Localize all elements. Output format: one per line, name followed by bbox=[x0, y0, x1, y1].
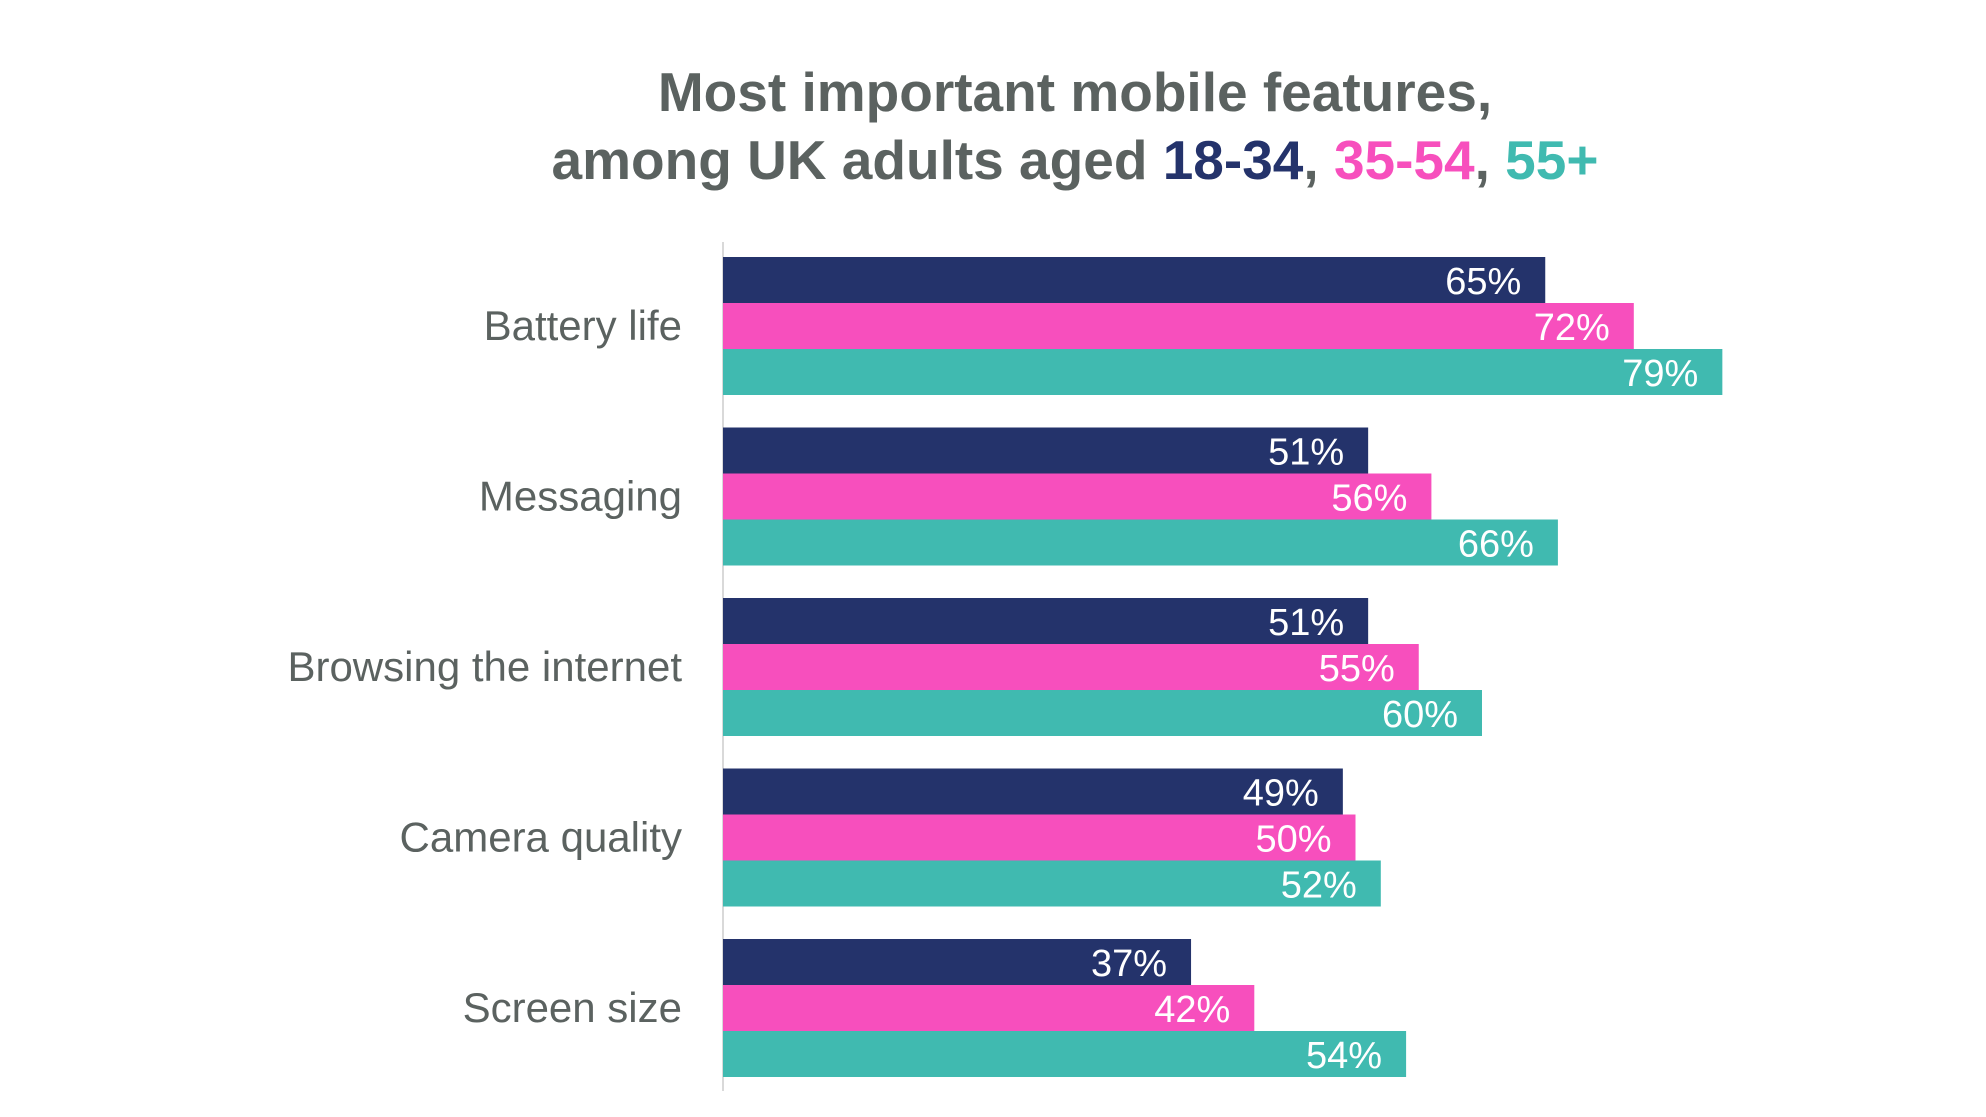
title-line-1: Most important mobile features, bbox=[657, 61, 1493, 123]
data-label: 52% bbox=[1281, 865, 1357, 907]
bar bbox=[723, 427, 1369, 474]
category-label: Screen size bbox=[463, 984, 682, 1031]
data-label: 50% bbox=[1255, 819, 1331, 861]
bar bbox=[723, 690, 1482, 736]
data-label: 37% bbox=[1091, 943, 1167, 985]
bar bbox=[723, 860, 1381, 907]
title-line-2: among UK adults aged 18-34, 35-54, 55+ bbox=[551, 129, 1599, 191]
bar bbox=[723, 303, 1634, 349]
bar bbox=[723, 1031, 1407, 1077]
bar bbox=[723, 598, 1369, 644]
data-label: 42% bbox=[1154, 989, 1230, 1031]
data-label: 72% bbox=[1534, 307, 1610, 349]
bar bbox=[723, 814, 1356, 861]
data-label: 55% bbox=[1319, 648, 1395, 690]
legend-18-34: 18-34 bbox=[1162, 129, 1304, 191]
data-label: 51% bbox=[1268, 432, 1344, 474]
bar bbox=[723, 985, 1255, 1031]
legend-35-54: 35-54 bbox=[1333, 129, 1475, 191]
bar bbox=[723, 644, 1419, 690]
chart-title: Most important mobile features, among UK… bbox=[0, 58, 1986, 194]
bar bbox=[723, 519, 1558, 566]
bar bbox=[723, 473, 1432, 520]
category-label: Messaging bbox=[479, 473, 682, 520]
data-label: 79% bbox=[1622, 353, 1698, 395]
category-label: Battery life bbox=[484, 302, 682, 349]
data-label: 65% bbox=[1445, 261, 1521, 303]
bar bbox=[723, 768, 1343, 815]
bar bbox=[723, 939, 1192, 985]
data-label: 66% bbox=[1458, 524, 1534, 566]
bar bbox=[723, 257, 1546, 303]
data-label: 54% bbox=[1306, 1035, 1382, 1077]
legend-55-plus: 55+ bbox=[1505, 129, 1599, 191]
category-label: Browsing the internet bbox=[287, 643, 682, 690]
bar bbox=[723, 349, 1723, 395]
category-label: Camera quality bbox=[400, 814, 682, 861]
data-label: 56% bbox=[1331, 478, 1407, 520]
data-label: 49% bbox=[1243, 773, 1319, 815]
data-label: 51% bbox=[1268, 602, 1344, 644]
data-label: 60% bbox=[1382, 694, 1458, 736]
